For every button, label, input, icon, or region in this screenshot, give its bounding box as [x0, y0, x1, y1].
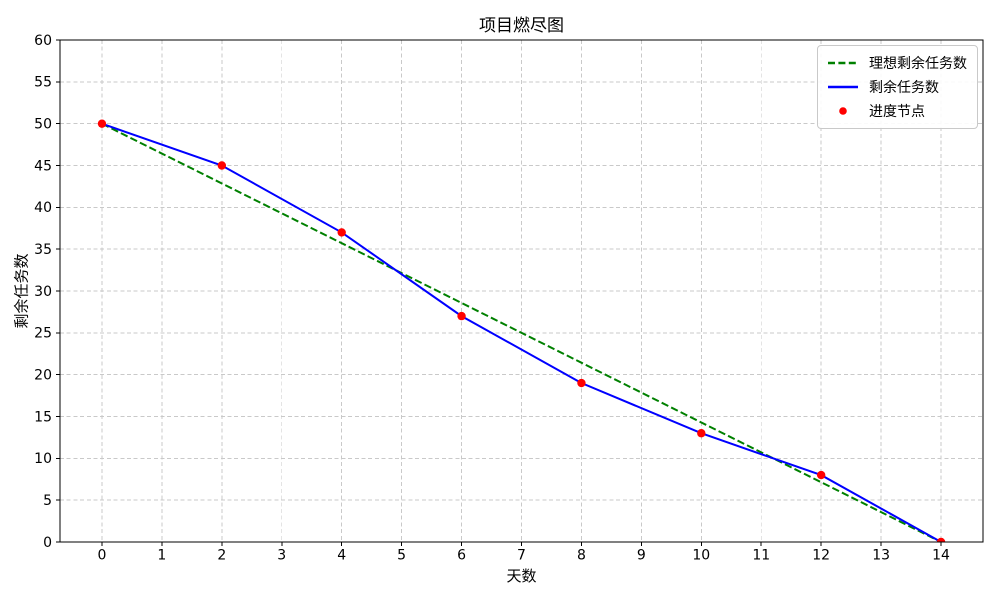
x-tick-label-5: 5	[397, 548, 406, 564]
legend: 理想剩余任务数 剩余任务数 进度节点	[817, 45, 978, 129]
y-tick-label-35: 35	[34, 242, 52, 258]
x-tick-label-9: 9	[637, 548, 646, 564]
x-tick-label-8: 8	[577, 548, 586, 564]
x-tick-label-2: 2	[217, 548, 226, 564]
data-point-14	[936, 537, 946, 542]
x-tick-label-6: 6	[457, 548, 466, 564]
y-tick-label-20: 20	[34, 368, 52, 384]
x-tick-label-4: 4	[337, 548, 346, 564]
legend-item-2: 进度节点	[827, 100, 967, 122]
series-line-1	[101, 122, 942, 542]
x-tick-label-3: 3	[277, 548, 286, 564]
x-tick-label-7: 7	[517, 548, 526, 564]
x-tick-label-12: 12	[812, 548, 830, 564]
x-tick-label-10: 10	[692, 548, 710, 564]
legend-line-icon	[828, 85, 858, 89]
x-axis-label: 天数	[506, 567, 537, 585]
data-point-6	[457, 311, 466, 321]
data-point-10	[697, 429, 706, 438]
y-axis-label: 剩余任务数	[12, 253, 31, 329]
legend-line-icon	[828, 61, 858, 65]
y-tick-label-50: 50	[34, 117, 52, 133]
y-tick-label-55: 55	[34, 75, 52, 91]
y-tick-label-15: 15	[34, 409, 52, 425]
data-point-0	[97, 119, 107, 128]
y-tick-label-10: 10	[34, 451, 52, 467]
legend-marker-icon	[839, 107, 847, 115]
data-point-12	[816, 470, 826, 480]
data-point-4	[337, 228, 346, 237]
legend-item-1: 剩余任务数	[827, 76, 967, 98]
x-tick-label-13: 13	[872, 548, 890, 564]
y-tick-label-0: 0	[43, 535, 52, 551]
chart-title: 项目燃尽图	[479, 16, 564, 36]
legend-label-1: 剩余任务数	[869, 80, 939, 96]
y-tick-label-40: 40	[34, 200, 52, 216]
x-tick-label-0: 0	[97, 548, 106, 564]
legend-label-2: 进度节点	[869, 104, 925, 120]
legend-label-0: 理想剩余任务数	[869, 56, 967, 72]
y-tick-label-5: 5	[43, 493, 52, 509]
data-point-8	[577, 378, 586, 388]
y-tick-label-25: 25	[34, 326, 52, 342]
series-line-0	[101, 122, 942, 542]
data-point-2	[217, 161, 227, 170]
x-tick-label-1: 1	[157, 548, 166, 564]
y-tick-label-60: 60	[34, 33, 52, 49]
x-tick-label-11: 11	[752, 548, 770, 564]
y-tick-label-30: 30	[34, 284, 52, 300]
legend-item-0: 理想剩余任务数	[827, 52, 967, 74]
y-tick-label-45: 45	[34, 158, 52, 174]
x-tick-label-14: 14	[932, 548, 950, 564]
